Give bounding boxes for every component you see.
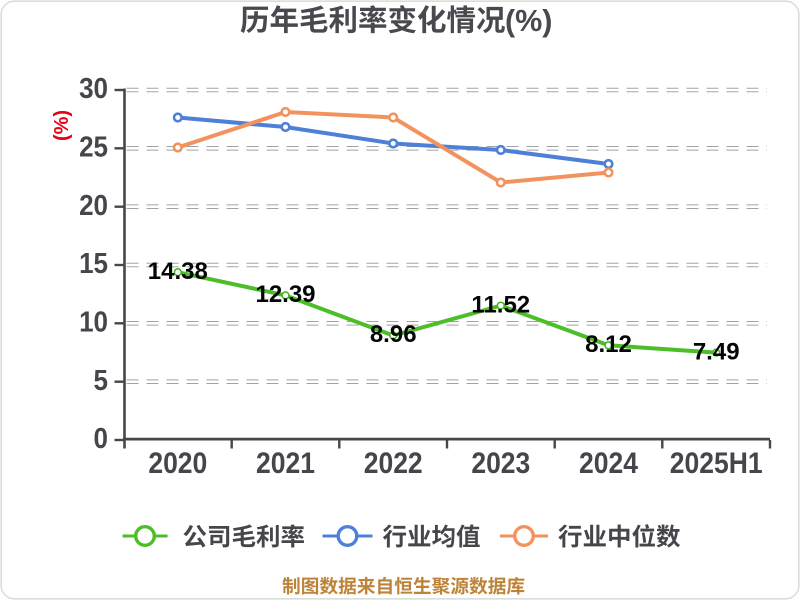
svg-text:8.12: 8.12 [585, 331, 632, 358]
svg-text:2024: 2024 [579, 447, 638, 480]
svg-text:0: 0 [94, 422, 108, 455]
svg-text:11.52: 11.52 [471, 291, 530, 318]
svg-text:2021: 2021 [256, 447, 315, 480]
svg-text:15: 15 [79, 247, 108, 280]
svg-text:2025H1: 2025H1 [670, 447, 763, 480]
svg-text:8.96: 8.96 [370, 321, 417, 348]
svg-text:12.39: 12.39 [255, 281, 315, 308]
svg-text:2020: 2020 [148, 447, 207, 480]
svg-text:20: 20 [79, 188, 108, 221]
svg-text:30: 30 [79, 72, 108, 105]
svg-text:2022: 2022 [364, 447, 423, 480]
svg-text:2023: 2023 [471, 447, 530, 480]
svg-text:5: 5 [94, 363, 108, 396]
svg-text:25: 25 [79, 130, 108, 163]
svg-text:7.49: 7.49 [693, 338, 740, 365]
svg-text:10: 10 [79, 305, 108, 338]
svg-text:14.38: 14.38 [148, 258, 208, 285]
svg-text:(%): (%) [505, 4, 552, 38]
svg-text:(%): (%) [51, 110, 73, 141]
